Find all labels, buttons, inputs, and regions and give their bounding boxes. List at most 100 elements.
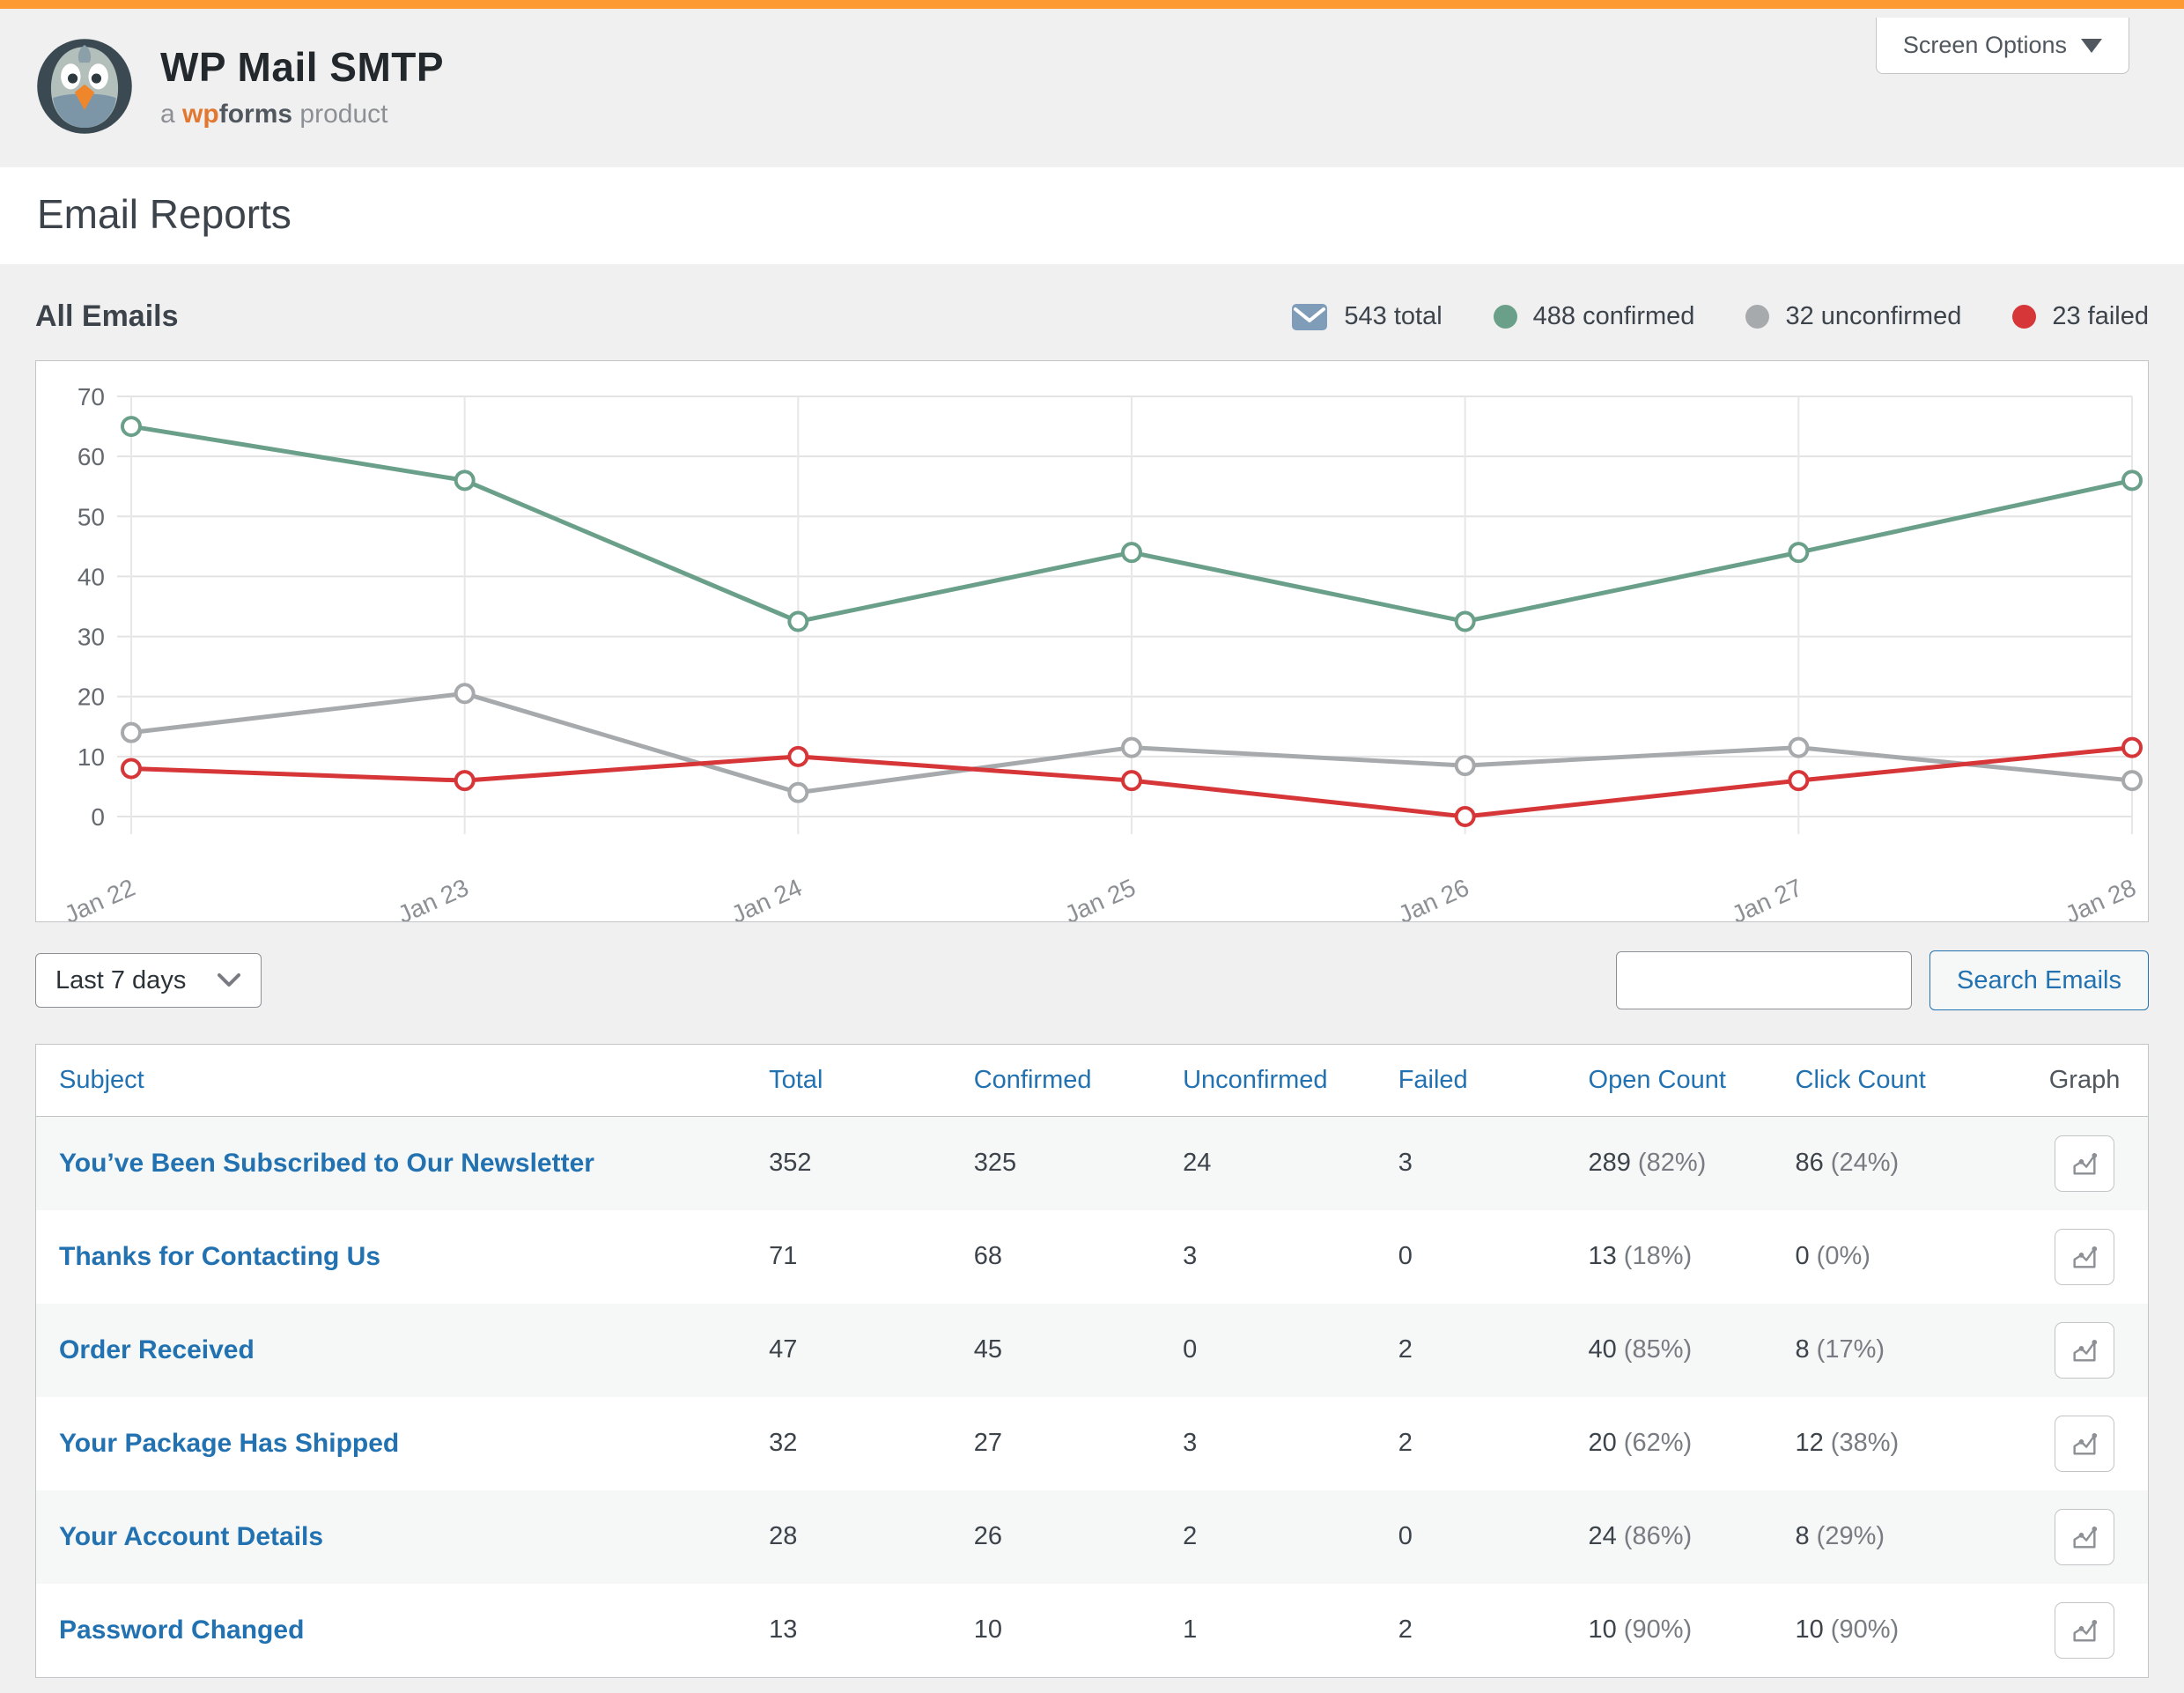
section-title: All Emails	[35, 299, 179, 333]
svg-text:40: 40	[77, 563, 105, 590]
table-row: Thanks for Contacting Us 71 68 3 0 13 (18…	[36, 1210, 2148, 1304]
cell-confirmed: 26	[973, 1522, 1002, 1550]
cell-click-count: 8 (17%)	[1795, 1335, 1885, 1364]
cell-confirmed: 10	[973, 1615, 1002, 1644]
svg-text:Jan 28: Jan 28	[2061, 874, 2139, 921]
app-title: WP Mail SMTP	[160, 44, 445, 90]
legend-dot-icon	[1493, 305, 1517, 329]
cell-open-count: 24 (86%)	[1588, 1522, 1693, 1550]
legend-dot-icon	[2012, 305, 2037, 329]
email-reports-table: Subject Total Confirmed Unconfirmed Fail…	[36, 1045, 2148, 1677]
cell-total: 47	[769, 1335, 798, 1364]
cell-total: 28	[769, 1522, 798, 1550]
row-graph-button[interactable]	[2055, 1508, 2115, 1565]
table-row: Your Account Details 28 26 2 0 24 (86%) 8…	[36, 1490, 2148, 1584]
cell-unconfirmed: 0	[1183, 1335, 1198, 1364]
cell-total: 71	[769, 1242, 798, 1270]
legend-label: 23 failed	[2052, 302, 2149, 330]
svg-text:Jan 27: Jan 27	[1728, 874, 1806, 921]
legend-dot-icon	[1745, 305, 1770, 329]
row-graph-button[interactable]	[2055, 1228, 2115, 1285]
cell-total: 13	[769, 1615, 798, 1644]
cell-unconfirmed: 3	[1183, 1429, 1198, 1457]
email-subject-link[interactable]: You’ve Been Subscribed to Our Newsletter	[59, 1148, 594, 1178]
main-content: All Emails 543 total 488 confirmed 32 un…	[0, 264, 2184, 1678]
wp-mail-smtp-pigeon-logo	[37, 39, 132, 134]
table-row: Your Package Has Shipped 32 27 3 2 20 (62…	[36, 1397, 2148, 1490]
cell-click-count: 12 (38%)	[1795, 1429, 1900, 1457]
column-header-failed[interactable]: Failed	[1387, 1045, 1578, 1117]
legend-item: 543 total	[1291, 302, 1442, 331]
email-subject-link[interactable]: Your Account Details	[59, 1521, 324, 1551]
column-header-total[interactable]: Total	[758, 1045, 963, 1117]
legend-label: 543 total	[1344, 302, 1442, 330]
column-header-graph: Graph	[2021, 1045, 2148, 1117]
page-title: Email Reports	[37, 191, 291, 237]
search-input[interactable]	[1616, 951, 1913, 1009]
cell-click-count: 0 (0%)	[1795, 1242, 1870, 1270]
cell-open-count: 20 (62%)	[1588, 1429, 1693, 1457]
cell-total: 352	[769, 1149, 812, 1178]
row-graph-button[interactable]	[2055, 1135, 2115, 1192]
legend-label: 32 unconfirmed	[1785, 302, 1962, 330]
cell-confirmed: 325	[973, 1149, 1017, 1178]
tagline-suffix: product	[299, 100, 388, 129]
table-row: You’ve Been Subscribed to Our Newsletter…	[36, 1116, 2148, 1210]
legend-item: 488 confirmed	[1493, 302, 1695, 331]
table-header-row: Subject Total Confirmed Unconfirmed Fail…	[36, 1045, 2148, 1117]
row-graph-button[interactable]	[2055, 1415, 2115, 1472]
cell-confirmed: 45	[973, 1335, 1002, 1364]
chevron-down-icon	[2081, 38, 2102, 53]
svg-text:30: 30	[77, 624, 105, 651]
table-controls: Last 7 days Search Emails	[35, 950, 2149, 1010]
svg-text:0: 0	[91, 803, 105, 831]
svg-text:70: 70	[77, 383, 105, 410]
section-head: All Emails 543 total 488 confirmed 32 un…	[35, 299, 2149, 334]
page-title-band: Email Reports	[0, 167, 2184, 264]
cell-unconfirmed: 24	[1183, 1149, 1212, 1178]
envelope-icon	[1292, 303, 1328, 330]
svg-text:10: 10	[77, 743, 105, 771]
cell-open-count: 13 (18%)	[1588, 1242, 1693, 1270]
line-chart-icon	[2073, 1152, 2098, 1175]
cell-unconfirmed: 1	[1183, 1615, 1198, 1644]
row-graph-button[interactable]	[2055, 1601, 2115, 1659]
chart-legend: 543 total 488 confirmed 32 unconfirmed 2…	[1291, 302, 2149, 331]
cell-unconfirmed: 3	[1183, 1242, 1198, 1270]
cell-unconfirmed: 2	[1183, 1522, 1198, 1550]
column-header-subject[interactable]: Subject	[36, 1045, 759, 1117]
line-chart-icon	[2073, 1246, 2098, 1268]
table-row: Password Changed 13 10 1 2 10 (90%) 10 (90…	[36, 1584, 2148, 1677]
legend-label: 488 confirmed	[1532, 302, 1695, 330]
svg-text:Jan 22: Jan 22	[60, 874, 138, 921]
legend-item: 32 unconfirmed	[1745, 302, 1961, 331]
cell-failed: 3	[1398, 1149, 1413, 1178]
screen-options-button[interactable]: Screen Options	[1875, 18, 2129, 74]
email-subject-link[interactable]: Order Received	[59, 1334, 255, 1364]
table-row: Order Received 47 45 0 2 40 (85%) 8 (17%)	[36, 1303, 2148, 1397]
tagline-forms: forms	[218, 100, 293, 129]
svg-text:Jan 23: Jan 23	[394, 874, 472, 921]
svg-text:60: 60	[77, 443, 105, 470]
line-chart-icon	[2073, 1339, 2098, 1362]
emails-line-chart: 0 10 20 30 40 50 60 70 Jan 22 Jan 23 Jan 24 Jan 25 J…	[35, 360, 2149, 922]
cell-open-count: 10 (90%)	[1588, 1615, 1693, 1644]
top-accent-bar	[0, 0, 2184, 9]
cell-failed: 2	[1398, 1429, 1413, 1457]
date-range-select-wrap: Last 7 days	[35, 953, 262, 1008]
column-header-open-count[interactable]: Open Count	[1577, 1045, 1785, 1117]
column-header-click-count[interactable]: Click Count	[1784, 1045, 2022, 1117]
email-subject-link[interactable]: Thanks for Contacting Us	[59, 1241, 381, 1271]
cell-failed: 2	[1398, 1615, 1413, 1644]
tagline-wp: wp	[182, 100, 219, 129]
chart-canvas: 0 10 20 30 40 50 60 70 Jan 22 Jan 23 Jan 24 Jan 25 J…	[60, 383, 2143, 921]
cell-click-count: 86 (24%)	[1795, 1149, 1900, 1178]
svg-text:Jan 26: Jan 26	[1394, 874, 1472, 921]
column-header-confirmed[interactable]: Confirmed	[963, 1045, 1173, 1117]
search-emails-button[interactable]: Search Emails	[1929, 950, 2149, 1010]
column-header-unconfirmed[interactable]: Unconfirmed	[1172, 1045, 1388, 1117]
email-subject-link[interactable]: Password Changed	[59, 1615, 305, 1645]
row-graph-button[interactable]	[2055, 1321, 2115, 1379]
email-subject-link[interactable]: Your Package Has Shipped	[59, 1428, 400, 1458]
date-range-select[interactable]: Last 7 days	[35, 953, 262, 1008]
